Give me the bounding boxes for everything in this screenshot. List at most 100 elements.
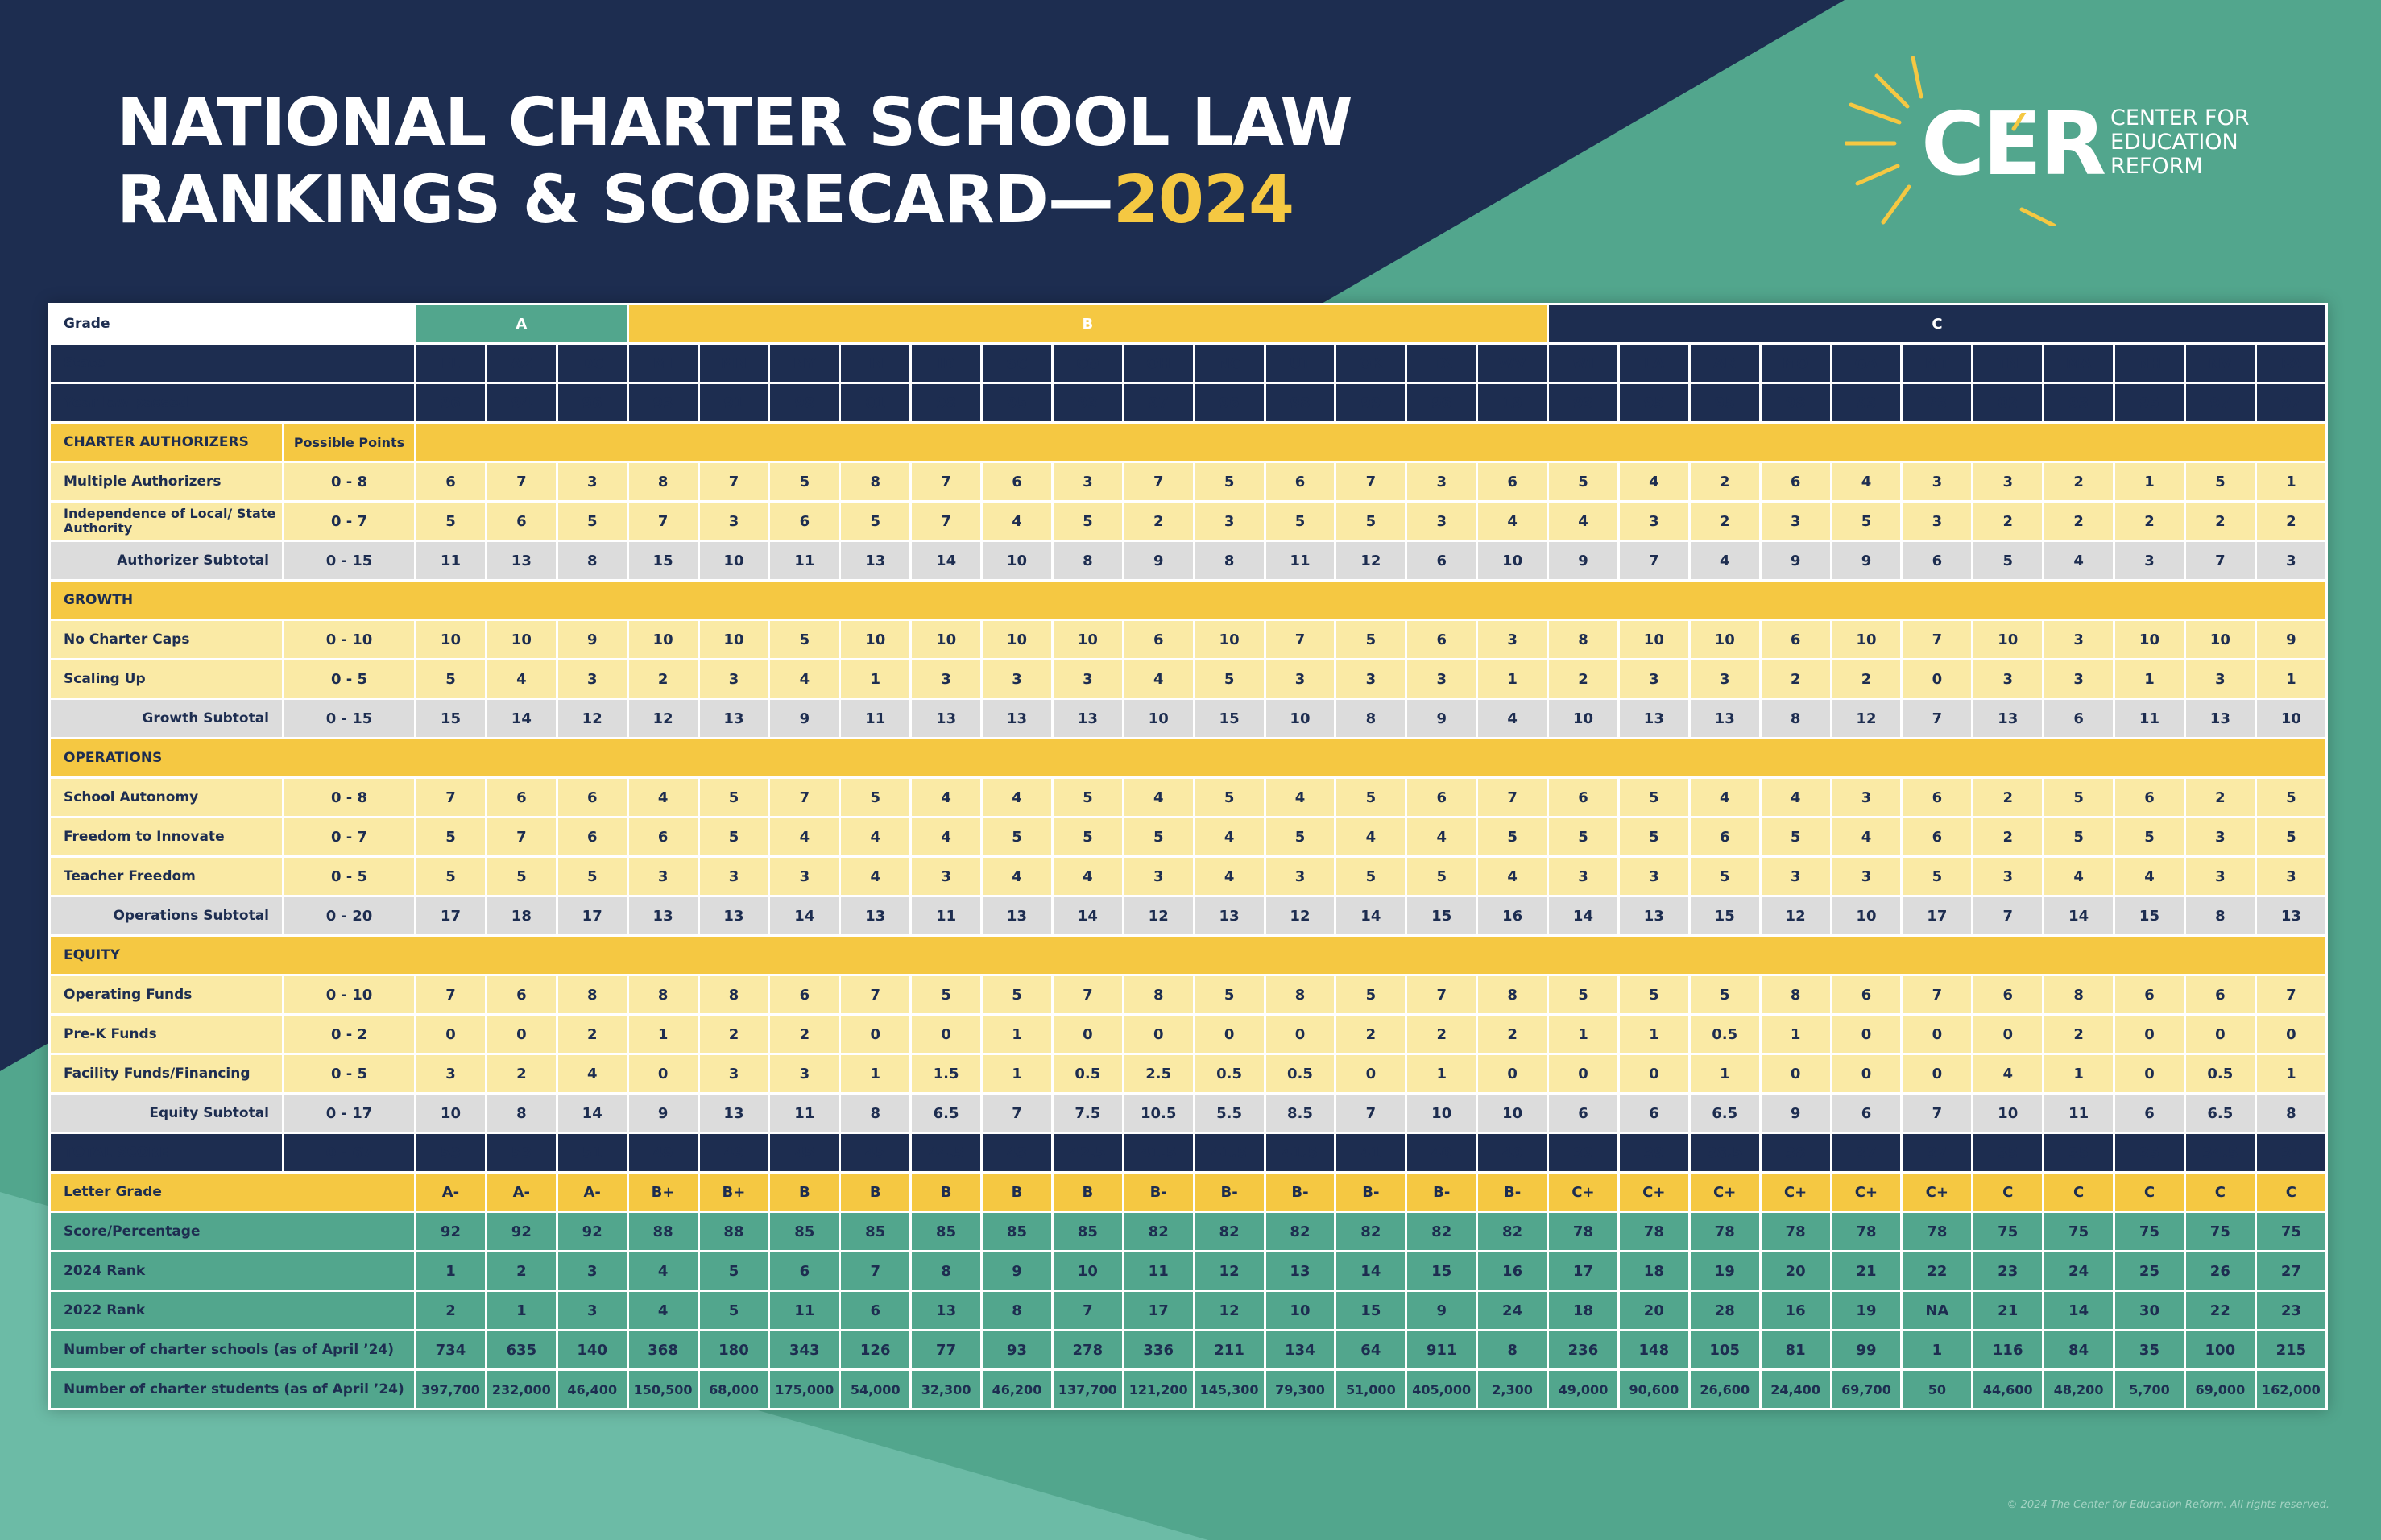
stats-label: Score/Percentage — [48, 1211, 417, 1252]
subtotal-cell: 17 — [1900, 895, 1974, 937]
stats-cell: 24 — [2042, 1250, 2116, 1292]
subtotal-cell: 3 — [2254, 540, 2329, 582]
score-cell: 5 — [1758, 816, 1832, 858]
score-cell: 5 — [1687, 974, 1762, 1016]
year-label: Year law passed — [48, 382, 417, 424]
stats-cell: 343 — [768, 1329, 842, 1371]
score-cell: 10 — [1971, 619, 2045, 660]
stats-cell: 8 — [980, 1290, 1054, 1331]
score-cell: 4 — [1405, 816, 1479, 858]
score-cell: 4 — [909, 776, 983, 818]
score-cell: 3 — [1758, 855, 1832, 897]
state-code: WV — [1476, 342, 1550, 384]
year-cell: 96 — [1405, 382, 1479, 424]
subtotal-cell: 5 — [1971, 540, 2045, 582]
points-range: 0 - 15 — [281, 540, 417, 582]
subtotal-cell: 15 — [414, 698, 487, 739]
state-code: NY — [768, 342, 842, 384]
subtotal-cell: 6 — [1547, 1092, 1620, 1134]
year-cell: 91 — [697, 382, 771, 424]
score-cell: 3 — [1263, 658, 1337, 700]
score-cell: 1 — [2113, 658, 2186, 700]
score-cell: 10 — [2113, 619, 2186, 660]
stats-cell: 75 — [2042, 1211, 2116, 1252]
score-cell: 10 — [909, 619, 983, 660]
score-cell: 1 — [1758, 1013, 1832, 1055]
score-cell: 3 — [414, 1053, 487, 1095]
subtotal-cell: 8 — [1758, 698, 1832, 739]
stats-cell: 15 — [1405, 1250, 1479, 1292]
section-header-row: CHARTER AUTHORIZERS Possible Points — [48, 421, 2328, 463]
score-cell: 6 — [2113, 776, 2186, 818]
score-cell: 4 — [1758, 776, 1832, 818]
subtotal-cell: 11 — [909, 895, 983, 937]
score-cell: 0 — [1547, 1053, 1620, 1095]
letter-grade-cell: C+ — [1687, 1171, 1762, 1213]
total-cell: 51 — [555, 1132, 629, 1174]
score-cell: 10 — [626, 619, 700, 660]
score-cell: 1 — [1476, 658, 1550, 700]
score-cell: 3 — [1050, 461, 1124, 503]
subtotal-cell: 15 — [1405, 895, 1479, 937]
state-code: FL — [414, 342, 487, 384]
stats-row: Number of charter students (as of April … — [48, 1368, 2329, 1410]
subtotal-cell: 8 — [839, 1092, 913, 1134]
subtotal-cell: 10 — [2254, 698, 2329, 739]
stats-cell: 13 — [1263, 1250, 1337, 1292]
subtotal-cell: 13 — [2254, 895, 2329, 937]
criteria-label: Scaling Up — [48, 658, 284, 700]
state-code: AZ — [484, 342, 558, 384]
score-cell: 5 — [1050, 816, 1124, 858]
stats-cell: 44,600 — [1971, 1368, 2045, 1410]
score-cell: 6 — [626, 816, 700, 858]
total-score-label: TOTAL SCORE — [48, 1132, 284, 1174]
score-cell: 7 — [1900, 619, 1974, 660]
stats-row: Number of charter schools (as of April ’… — [48, 1329, 2329, 1371]
stats-cell: 12 — [1192, 1250, 1266, 1292]
score-cell: 10 — [2183, 619, 2257, 660]
score-cell: 7 — [1334, 461, 1408, 503]
year-cell: 96 — [555, 382, 629, 424]
score-cell: 5 — [1050, 776, 1124, 818]
score-cell: 1 — [1687, 1053, 1762, 1095]
stats-cell: 18 — [1547, 1290, 1620, 1331]
subtotal-cell: 8.5 — [1263, 1092, 1337, 1134]
score-cell: 5 — [1829, 500, 1903, 542]
score-cell: 10 — [1617, 619, 1691, 660]
stats-cell: 82 — [1334, 1211, 1408, 1252]
subtotal-cell: 4 — [1687, 540, 1762, 582]
score-cell: 10 — [839, 619, 913, 660]
stats-cell: 24,400 — [1758, 1368, 1832, 1410]
criteria-row: Independence of Local/ State Authority 0 … — [48, 500, 2329, 542]
subtotal-cell: 15 — [626, 540, 700, 582]
score-cell: 1 — [1547, 1013, 1620, 1055]
subtotal-cell: 9 — [768, 698, 842, 739]
score-cell: 1.5 — [909, 1053, 983, 1095]
year-cell: 95 — [1687, 382, 1762, 424]
stats-cell: 75 — [2183, 1211, 2257, 1252]
state-code: MI — [626, 342, 700, 384]
subtotal-cell: 13 — [1050, 698, 1124, 739]
score-cell: 5 — [1334, 974, 1408, 1016]
title-line-1: NATIONAL CHARTER SCHOOL LAW — [117, 85, 1353, 161]
score-cell: 4 — [1687, 776, 1762, 818]
points-range: 0 - 8 — [281, 776, 417, 818]
points-range: 0 - 7 — [281, 500, 417, 542]
stats-cell: 397,700 — [414, 1368, 487, 1410]
subtotal-cell: 8 — [2254, 1092, 2329, 1134]
stats-cell: 27 — [2254, 1250, 2329, 1292]
stats-cell: 85 — [909, 1211, 983, 1252]
letter-grade-cell: C — [1971, 1171, 2045, 1213]
score-cell: 3 — [1900, 461, 1974, 503]
score-cell: 0 — [1971, 1013, 2045, 1055]
stats-cell: 79,300 — [1263, 1368, 1337, 1410]
score-cell: 8 — [1121, 974, 1195, 1016]
year-cell: 93 — [1050, 382, 1124, 424]
score-cell: 6 — [1405, 776, 1479, 818]
subtotal-cell: 6 — [2042, 698, 2116, 739]
subtotal-cell: 9 — [1405, 698, 1479, 739]
total-cell: 41 — [1334, 1132, 1408, 1174]
score-cell: 3 — [1476, 619, 1550, 660]
subtotal-cell: 13 — [839, 895, 913, 937]
score-cell: 5 — [1192, 974, 1266, 1016]
